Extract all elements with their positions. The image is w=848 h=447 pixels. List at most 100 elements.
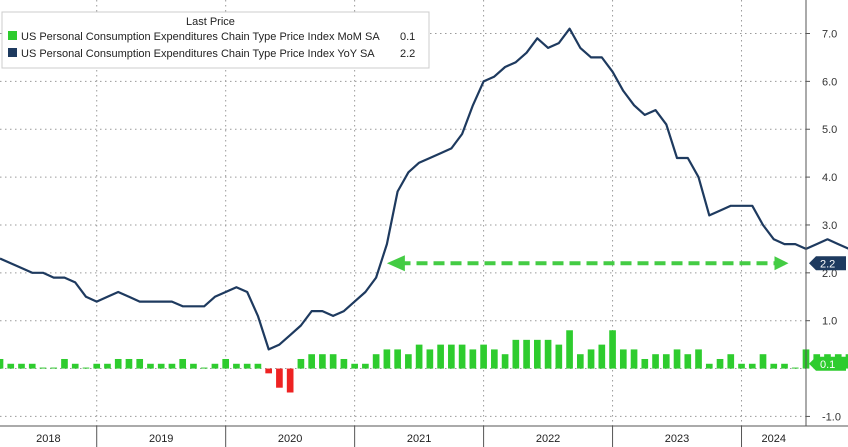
mom-bar bbox=[114, 358, 122, 369]
mom-bar bbox=[759, 354, 767, 369]
x-tick-label-2020: 2020 bbox=[278, 433, 302, 445]
x-tick-label-2023: 2023 bbox=[665, 433, 689, 445]
annotation-arrow-head-left bbox=[386, 255, 405, 272]
mom-bar bbox=[362, 363, 369, 369]
mom-bar bbox=[791, 367, 799, 369]
mom-bar bbox=[716, 358, 724, 369]
mom-bar bbox=[576, 354, 584, 369]
mom-bar bbox=[695, 349, 702, 369]
y-tick-label: 6.0 bbox=[822, 76, 837, 88]
y-ticks: -1.0 1.0 2.0 3.0 4.0 5.0 6.0 7.0 2.2 0.1 bbox=[806, 29, 846, 423]
legend-swatch-mom bbox=[8, 31, 17, 40]
mom-bar bbox=[781, 363, 788, 369]
mom-bar bbox=[469, 349, 477, 369]
mom-bar bbox=[319, 354, 326, 369]
mom-bar bbox=[652, 354, 659, 369]
mom-bar bbox=[39, 367, 47, 369]
mom-bar bbox=[555, 344, 563, 369]
mom-bar bbox=[276, 368, 283, 388]
mom-bar bbox=[587, 349, 595, 369]
mom-bar bbox=[684, 354, 692, 369]
mom-bar bbox=[372, 354, 380, 369]
mom-bar bbox=[619, 349, 627, 369]
mom-bar bbox=[28, 363, 36, 369]
mom-bar bbox=[544, 339, 552, 369]
last-value-label: 0.1 bbox=[820, 359, 835, 371]
legend-label-yoy: US Personal Consumption Expenditures Cha… bbox=[21, 48, 375, 60]
mom-bar bbox=[727, 354, 735, 369]
y-tick-label: 1.0 bbox=[822, 316, 837, 328]
x-tick-label-2024: 2024 bbox=[762, 433, 786, 445]
annotation-arrow-head-right bbox=[774, 256, 789, 271]
mom-bar bbox=[50, 367, 58, 369]
legend-title: Last Price bbox=[186, 16, 235, 28]
mom-bar bbox=[512, 339, 520, 369]
y-tick-label: 4.0 bbox=[822, 172, 837, 184]
x-ticks: 2018 2019 2020 2021 2022 2023 2024 bbox=[36, 426, 786, 447]
mom-bar bbox=[329, 354, 337, 369]
mom-bar bbox=[641, 358, 649, 369]
y-tick-label: -1.0 bbox=[822, 411, 841, 423]
mom-bar bbox=[211, 363, 219, 369]
last-value-label: 2.2 bbox=[820, 258, 835, 270]
x-tick-label-2019: 2019 bbox=[149, 433, 173, 445]
mom-bar bbox=[7, 363, 15, 369]
mom-bar bbox=[190, 363, 197, 369]
mom-bar bbox=[71, 363, 79, 369]
mom-bar bbox=[630, 349, 638, 369]
mom-bar bbox=[770, 363, 778, 369]
mom-bar bbox=[254, 363, 262, 369]
mom-bar bbox=[448, 344, 455, 369]
legend-value-mom: 0.1 bbox=[400, 31, 415, 43]
mom-bar bbox=[845, 354, 848, 369]
mom-bar bbox=[61, 358, 68, 369]
mom-bar bbox=[705, 363, 713, 369]
annotation bbox=[386, 255, 789, 272]
mom-bar bbox=[157, 363, 165, 369]
yoy-line-layer bbox=[0, 27, 848, 351]
x-tick-label-2022: 2022 bbox=[536, 433, 560, 445]
mom-bar bbox=[308, 354, 315, 369]
mom-bar bbox=[566, 330, 573, 369]
last-value-badge bbox=[809, 356, 846, 371]
mom-bar bbox=[18, 363, 25, 369]
legend-box bbox=[1, 11, 430, 69]
mom-bar bbox=[748, 363, 756, 369]
mom-bar bbox=[340, 358, 348, 369]
mom-bar bbox=[351, 363, 358, 369]
mom-bar bbox=[523, 339, 530, 369]
mom-bar bbox=[297, 358, 305, 369]
y-tick-label: 7.0 bbox=[822, 29, 837, 41]
mom-bar bbox=[673, 349, 681, 369]
legend-value-yoy: 2.2 bbox=[400, 48, 415, 60]
y-tick-label: 2.0 bbox=[822, 268, 837, 280]
y-tick-label: 3.0 bbox=[822, 220, 837, 232]
mom-bar bbox=[415, 344, 423, 369]
mom-bar bbox=[104, 363, 111, 369]
mom-bar bbox=[179, 358, 187, 369]
mom-bar bbox=[82, 367, 90, 369]
mom-bar bbox=[265, 368, 272, 374]
mom-bar bbox=[534, 339, 541, 369]
mom-bar bbox=[480, 344, 487, 369]
mom-bar bbox=[662, 354, 670, 369]
mom-bar bbox=[609, 330, 616, 369]
mom-bar bbox=[501, 354, 509, 369]
mom-bar bbox=[598, 344, 606, 369]
last-value-badge bbox=[809, 256, 846, 271]
mom-bar bbox=[200, 367, 208, 369]
mom-bars bbox=[0, 330, 848, 393]
mom-bar bbox=[286, 368, 294, 393]
mom-bar bbox=[0, 358, 4, 369]
mom-bar bbox=[222, 358, 230, 369]
mom-bar bbox=[491, 349, 498, 369]
mom-bar bbox=[426, 349, 434, 369]
mom-bar bbox=[394, 349, 401, 369]
mom-bar bbox=[437, 344, 444, 369]
mom-bar bbox=[405, 354, 412, 369]
mom-bar bbox=[168, 363, 176, 369]
yoy-line bbox=[0, 27, 848, 351]
mom-bar bbox=[243, 363, 251, 369]
